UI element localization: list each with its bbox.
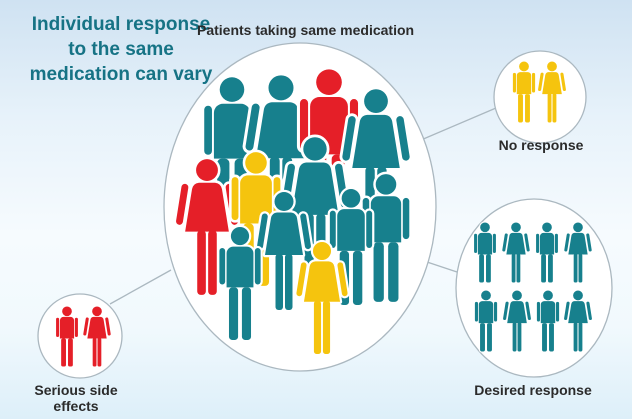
page-title: Individual response to the same medicati… bbox=[29, 14, 213, 86]
connector-serious-side-effects bbox=[109, 269, 172, 305]
serious-side-effects-label: Serious side effects bbox=[34, 382, 118, 414]
patients-label: Patients taking same medication bbox=[197, 22, 415, 38]
connector-lines bbox=[109, 107, 497, 305]
connector-desired-response bbox=[423, 260, 458, 273]
no-response-circle bbox=[493, 50, 587, 144]
no-response-label: No response bbox=[498, 137, 584, 153]
desired-response-label: Desired response bbox=[474, 382, 592, 398]
connector-no-response bbox=[420, 107, 497, 141]
